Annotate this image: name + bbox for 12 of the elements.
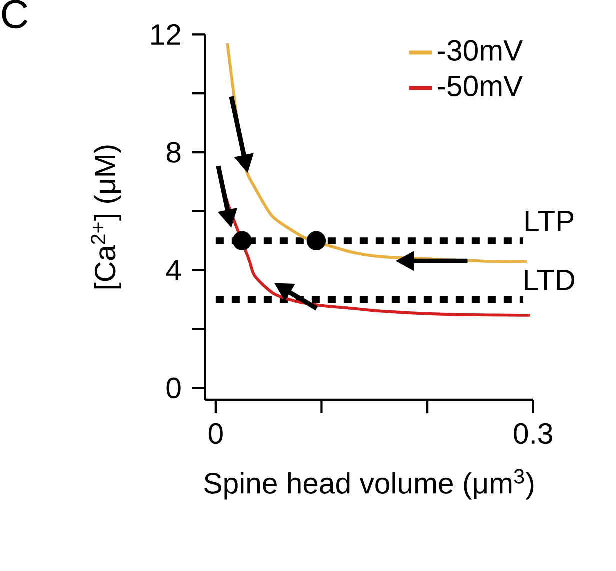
x-axis-title: Spine head volume (μm$^{3}$) (204, 469, 534, 500)
y-axis-title: [Ca$^{2+}$] (μM) (91, 146, 122, 289)
y-tick-label: 12 (152, 24, 180, 46)
x-tick-label: 0.3 (514, 424, 552, 444)
text: C (2, 0, 28, 29)
ref-line-label: LTP (526, 211, 574, 232)
y-tick-label: 8 (166, 142, 181, 164)
legend-label: -50mV (438, 76, 523, 97)
y-tick-label: 4 (166, 260, 182, 281)
legend-label: -30mV (438, 40, 523, 62)
y-tick-label: 0 (166, 378, 181, 399)
ref-line-label: LTD (525, 270, 575, 290)
